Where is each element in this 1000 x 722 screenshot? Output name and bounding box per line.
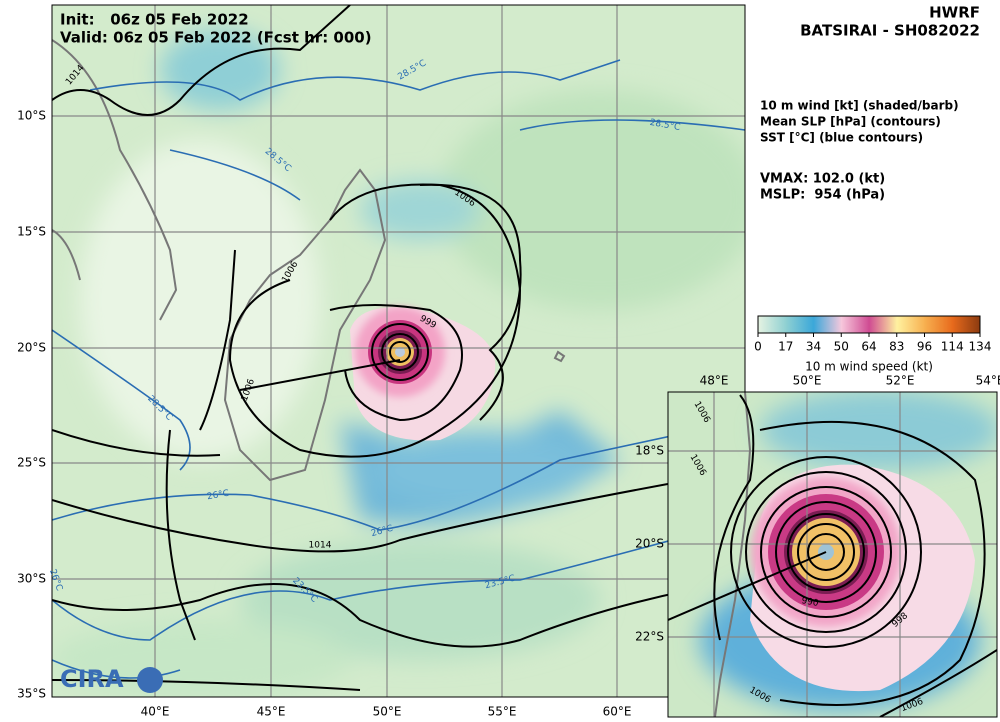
wind-shading [52,30,745,697]
colorbar-tick-label: 83 [889,340,904,354]
lon-label: 45°E [257,705,286,719]
lat-label: 15°S [17,225,46,239]
slp-label: 1014 [309,541,332,551]
colorbar-tick-label: 0 [754,340,762,354]
logo: CIRA [60,665,163,693]
lat-label: 30°S [17,572,46,586]
colorbar-tick-label: 34 [806,340,821,354]
colorbar-tick-label: 134 [969,340,992,354]
legend-line: 10 m wind [kt] (shaded/barb) [760,99,959,113]
inset-lon-label: 54°E [976,374,1000,388]
colorbar-segment [924,316,953,333]
slp-contours [52,5,745,691]
storm-name: BATSIRAI - SH082022 [800,22,980,40]
colorbar-segment [869,316,898,333]
colorbar-segment [813,316,842,333]
sst-label: 26°C [206,489,230,503]
inset-lat-label: 18°S [635,444,664,458]
inset-lon-label: 48°E [700,374,729,388]
lon-label: 40°E [141,705,170,719]
logo-text: CIRA [60,665,124,693]
inset-lat-label: 20°S [635,537,664,551]
colorbar-tick-label: 96 [917,340,932,354]
colorbar-segment [952,316,981,333]
map-frame [51,4,746,698]
colorbar-segment [841,316,870,333]
inset-lon-label: 52°E [886,374,915,388]
inset-slp-label: 990 [801,596,820,609]
valid-time: Valid: 06z 05 Feb 2022 (Fcst hr: 000) [60,29,372,47]
colorbar-tick-label: 114 [941,340,964,354]
lat-label: 35°S [17,687,46,701]
model-name: HWRF [929,4,980,22]
vmax: VMAX: 102.0 (kt) [760,172,885,187]
init-time: Init: 06z 05 Feb 2022 [60,11,249,29]
sst-contours [52,59,745,679]
inset-map [668,392,997,717]
main-map [52,5,745,697]
inset-frame [667,391,998,718]
inset-lon-label: 50°E [793,374,822,388]
legend-line: SST [°C] (blue contours) [760,131,923,145]
lon-label: 55°E [488,705,517,719]
lon-label: 50°E [373,705,402,719]
colorbar-tick-label: 50 [834,340,849,354]
colorbar-segment [758,316,787,333]
lon-label: 60°E [603,705,632,719]
colorbar-tick-label: 64 [861,340,876,354]
legend-line: Mean SLP [hPa] (contours) [760,115,941,129]
colorbar-label: 10 m wind speed (kt) [805,360,933,374]
lat-label: 10°S [17,109,46,123]
coastlines [52,39,566,482]
colorbar-tick-label: 17 [778,340,793,354]
lat-label: 20°S [17,341,46,355]
mslp: MSLP: 954 (hPa) [760,188,885,203]
inset-lat-label: 22°S [635,630,664,644]
colorbar-segment [896,316,925,333]
lat-label: 25°S [17,456,46,470]
colorbar-segment [785,316,814,333]
